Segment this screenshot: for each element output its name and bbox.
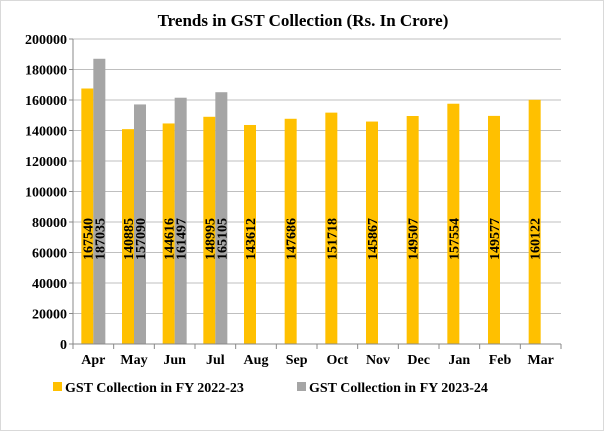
legend-label: GST Collection in FY 2023-24 xyxy=(309,381,488,396)
data-label: 149507 xyxy=(407,218,422,260)
x-tick-label: Oct xyxy=(326,353,348,368)
x-tick-label: Feb xyxy=(489,353,512,368)
bar-fy2022-23 xyxy=(162,123,175,344)
data-label: 167540 xyxy=(81,218,96,260)
chart-title: Trends in GST Collection (Rs. In Crore) xyxy=(158,11,449,30)
data-label: 147686 xyxy=(285,218,300,260)
bar-fy2023-24 xyxy=(174,97,187,344)
y-tick-label: 100000 xyxy=(25,186,67,201)
bar-fy2022-23 xyxy=(406,116,419,344)
data-label: 157554 xyxy=(447,218,462,260)
y-tick-label: 60000 xyxy=(32,247,67,262)
y-tick-label: 160000 xyxy=(25,94,67,109)
x-tick-label: Aug xyxy=(244,353,269,368)
data-label: 143612 xyxy=(244,218,259,260)
bar-fy2022-23 xyxy=(366,121,378,344)
y-tick-label: 140000 xyxy=(25,125,67,140)
y-tick-label: 200000 xyxy=(25,33,67,48)
bar-fy2022-23 xyxy=(244,124,256,344)
x-tick-label: Nov xyxy=(366,353,390,368)
y-tick-label: 120000 xyxy=(25,155,67,170)
x-tick-label: Jan xyxy=(448,353,470,368)
y-tick-label: 0 xyxy=(60,338,67,353)
bar-fy2022-23 xyxy=(203,116,216,344)
data-label: 140885 xyxy=(122,218,137,260)
x-tick-label: May xyxy=(120,353,147,368)
bar-fy2022-23 xyxy=(488,115,500,344)
x-tick-label: Apr xyxy=(81,353,105,368)
y-tick-label: 20000 xyxy=(32,308,67,323)
legend-label: GST Collection in FY 2022-23 xyxy=(65,381,244,396)
y-tick-label: 40000 xyxy=(32,277,67,292)
data-label: 144616 xyxy=(163,218,178,260)
bar-fy2022-23 xyxy=(284,118,297,345)
bar-fy2022-23 xyxy=(325,112,338,344)
bar-fy2022-23 xyxy=(81,88,94,345)
y-tick-label: 180000 xyxy=(25,64,67,79)
x-tick-label: Jul xyxy=(206,353,225,368)
bar-fy2023-24 xyxy=(93,58,106,344)
data-label: 160122 xyxy=(529,218,544,260)
x-tick-label: Mar xyxy=(527,353,553,368)
data-label: 161497 xyxy=(175,218,190,260)
y-tick-label: 80000 xyxy=(32,216,67,231)
bar-fy2023-24 xyxy=(215,92,228,344)
data-label: 145867 xyxy=(366,218,381,260)
bar-fy2022-23 xyxy=(528,99,541,344)
x-tick-label: Dec xyxy=(407,353,430,368)
x-tick-label: Jun xyxy=(163,353,186,368)
data-label: 165105 xyxy=(215,218,230,260)
data-label: 187035 xyxy=(93,218,108,260)
data-label: 151718 xyxy=(325,218,340,260)
bar-fy2023-24 xyxy=(134,104,146,345)
bar-fy2022-23 xyxy=(447,103,460,344)
data-label: 157090 xyxy=(134,218,149,260)
data-label: 149577 xyxy=(488,218,503,260)
legend-swatch xyxy=(297,382,306,391)
x-tick-label: Sep xyxy=(286,353,308,368)
bar-fy2022-23 xyxy=(122,129,134,344)
legend-swatch xyxy=(53,382,62,391)
data-label: 148995 xyxy=(203,218,218,260)
